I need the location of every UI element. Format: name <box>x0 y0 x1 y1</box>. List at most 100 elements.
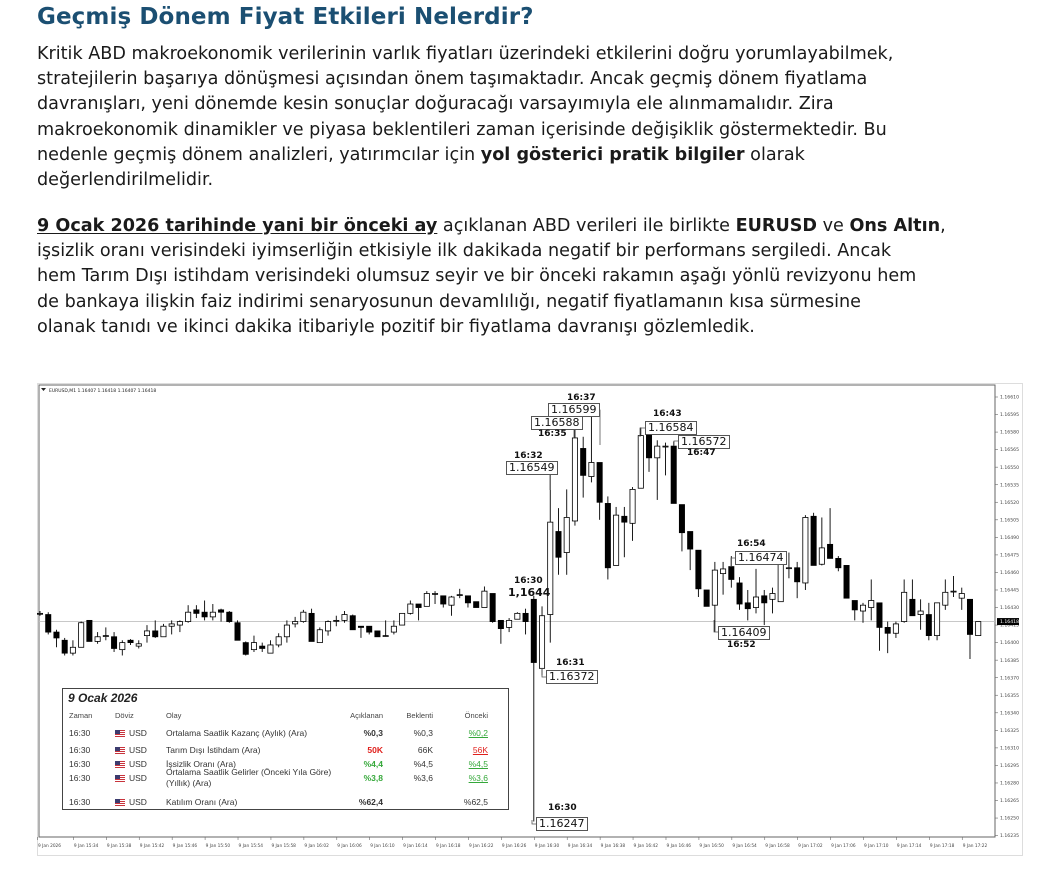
candle-body-up <box>629 488 636 524</box>
candle <box>506 618 513 633</box>
x-tick-label: 9 Jan 16:26 <box>502 843 527 849</box>
candle-body-down <box>580 448 587 476</box>
candle-body-up <box>802 517 809 584</box>
y-tick-label: 1.16310 <box>1000 745 1019 751</box>
candle-body-up <box>860 604 867 612</box>
candle <box>555 508 562 575</box>
candle <box>785 552 792 579</box>
text-segment: hem Tarım Dışı istihdam verisindeki olum… <box>37 266 917 287</box>
candle-body-up <box>267 644 274 654</box>
candle <box>185 605 192 623</box>
row-forecast: 66K <box>417 745 433 755</box>
row-forecast: %0,3 <box>413 728 433 738</box>
candle <box>497 619 504 644</box>
header-forecast: Beklenti <box>406 711 433 720</box>
candle <box>259 642 266 652</box>
x-tick-label: 9 Jan 15:46 <box>173 843 198 849</box>
annotation-time: 16:52 <box>727 640 756 650</box>
text-segment: nedenle geçmiş dönem analizleri, yatırım… <box>37 144 481 165</box>
candle <box>950 575 957 597</box>
candle <box>670 441 677 504</box>
text-line: stratejilerin başarıya dönüşmesi açısınd… <box>37 67 893 92</box>
candle-body-up <box>168 623 175 627</box>
candle <box>209 604 216 621</box>
annotation-price: 1.16549 <box>506 461 558 475</box>
candle-body-up <box>637 435 644 489</box>
x-tick-label: 9 Jan 16:34 <box>568 843 593 849</box>
x-tick-label: 9 Jan 17:02 <box>798 843 823 849</box>
candle-body-down <box>555 531 562 558</box>
y-tick-label: 1.16520 <box>1000 500 1019 506</box>
candle-body-up <box>917 610 924 615</box>
candle-body-up <box>185 611 192 622</box>
candle-body-up <box>432 593 439 595</box>
dropdown-triangle-icon <box>41 388 46 391</box>
annotation-connector <box>673 440 678 446</box>
us-flag-icon <box>115 761 125 768</box>
annotation-time: 16:54 <box>737 539 766 549</box>
candle <box>522 608 529 635</box>
candle <box>242 641 249 656</box>
candle-body-down <box>744 602 751 610</box>
candle <box>390 620 397 635</box>
candle-body-down <box>925 614 932 636</box>
candle-body-down <box>440 595 447 605</box>
candle-body-up <box>390 625 397 633</box>
candle-body-down <box>966 598 973 635</box>
x-tick-label: 9 Jan 16:38 <box>601 843 626 849</box>
candle <box>925 602 932 641</box>
candle-body-up <box>135 643 142 647</box>
candle <box>152 620 159 638</box>
candle-body-down <box>835 558 842 569</box>
candle <box>193 605 200 619</box>
y-tick-label: 1.16505 <box>1000 517 1019 523</box>
candle <box>901 579 908 623</box>
candle-body-up <box>407 603 414 614</box>
candle <box>292 616 299 628</box>
candle-body-up <box>333 619 340 622</box>
candle-body-down <box>201 611 208 618</box>
emphasis-text: Ons Altın <box>849 216 941 236</box>
candle-body-up <box>456 594 463 596</box>
y-tick-label: 1.16565 <box>1000 447 1019 453</box>
us-flag-icon <box>115 799 125 806</box>
candle-body-down <box>736 582 743 605</box>
candle <box>835 556 842 572</box>
candle-body-down <box>349 615 356 631</box>
candle <box>687 531 694 571</box>
candle <box>851 600 858 621</box>
text-segment: olanak tanıdı ve ikinci dakika itibariyl… <box>37 316 755 337</box>
candle <box>678 504 685 552</box>
calendar-date: 9 Ocak 2026 <box>68 691 138 705</box>
candle-body-down <box>357 625 364 628</box>
candle <box>37 611 43 616</box>
current-price-label: 1.16418 <box>1000 619 1019 625</box>
annotation-connector <box>730 557 735 567</box>
candle-body-down <box>374 630 381 638</box>
candle-body-up <box>283 624 290 638</box>
candle-body-up <box>506 619 513 628</box>
text-line: davranışları, yeni dönemde kesin sonuçla… <box>37 92 893 117</box>
text-segment: değerlendirilmelidir. <box>37 170 214 191</box>
candle <box>456 588 463 599</box>
emphasis-text: 9 Ocak 2026 tarihinde yani bir önceki ay <box>37 216 438 236</box>
x-tick-label: 9 Jan 16:50 <box>699 843 724 849</box>
candle <box>481 586 488 608</box>
candle <box>250 635 257 652</box>
x-tick-label: 9 Jan 16:18 <box>436 843 461 849</box>
candle-body-up <box>547 521 554 615</box>
x-tick-label: 9 Jan 16:10 <box>370 843 395 849</box>
candle-body-up <box>399 612 406 626</box>
candle-body-up <box>94 636 101 642</box>
candle <box>325 620 332 636</box>
candle-body-up <box>720 568 727 575</box>
candle <box>349 614 356 631</box>
x-tick-label: 9 Jan 15:34 <box>74 843 99 849</box>
candle <box>975 621 982 636</box>
text-segment: açıklanan ABD verileri ile birlikte <box>437 216 736 236</box>
candle <box>415 603 422 621</box>
candle-body-down <box>45 614 52 633</box>
candle <box>440 595 447 608</box>
candle-body-down <box>703 589 710 607</box>
row-time: 16:30 <box>69 728 91 738</box>
